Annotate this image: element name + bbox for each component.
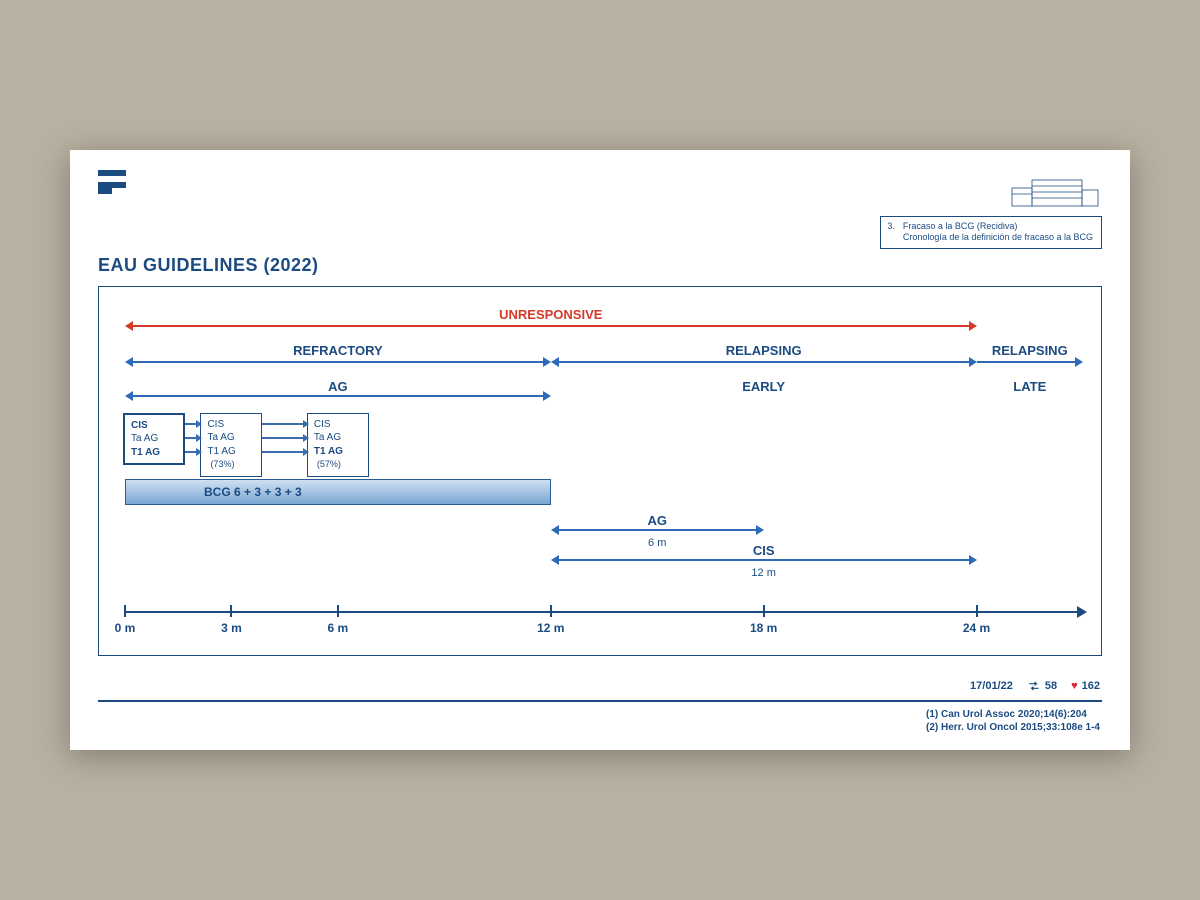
tick-3m: 3 m bbox=[221, 621, 242, 635]
building-sketch-icon bbox=[992, 170, 1102, 210]
retweet-count: 58 bbox=[1027, 680, 1057, 692]
topic-line2: Cronología de la definición de fracaso a… bbox=[903, 232, 1093, 243]
tick-24m: 24 m bbox=[963, 621, 990, 635]
timeline-diagram: UNRESPONSIVEREFRACTORYRELAPSINGEARLYRELA… bbox=[113, 301, 1087, 645]
heart-icon: ♥ bbox=[1071, 680, 1078, 692]
stage-box-3m: CISTa AGT1 AG(73%) bbox=[200, 413, 262, 477]
slide-date: 17/01/22 bbox=[970, 680, 1013, 692]
header-right: 3. Fracaso a la BCG (Recidiva) Cronologí… bbox=[880, 170, 1102, 249]
reference-2: (2) Herr. Urol Oncol 2015;33:108e 1-4 bbox=[926, 721, 1100, 734]
references: (1) Can Urol Assoc 2020;14(6):204 (2) He… bbox=[926, 708, 1100, 734]
like-count: ♥ 162 bbox=[1071, 680, 1100, 692]
footer-meta: 17/01/22 58 ♥ 162 bbox=[970, 680, 1100, 692]
timeline-axis: 0 m3 m6 m12 m18 m24 m bbox=[113, 601, 1087, 625]
tick-0m: 0 m bbox=[115, 621, 136, 635]
retweet-icon bbox=[1027, 680, 1041, 692]
stage-box-6m: CISTa AGT1 AG(57%) bbox=[307, 413, 369, 477]
tick-6m: 6 m bbox=[328, 621, 349, 635]
bcg-bar: BCG 6 + 3 + 3 + 3 bbox=[125, 479, 551, 505]
footer-divider bbox=[98, 700, 1102, 702]
header-row: 3. Fracaso a la BCG (Recidiva) Cronologí… bbox=[98, 170, 1102, 249]
topic-number: 3. bbox=[887, 221, 895, 231]
stage-box-0m: CISTa AGT1 AG bbox=[123, 413, 185, 466]
reference-1: (1) Can Urol Assoc 2020;14(6):204 bbox=[926, 708, 1100, 721]
slide: 3. Fracaso a la BCG (Recidiva) Cronologí… bbox=[70, 150, 1130, 750]
tick-18m: 18 m bbox=[750, 621, 777, 635]
topic-info-box: 3. Fracaso a la BCG (Recidiva) Cronologí… bbox=[880, 216, 1102, 249]
logo bbox=[98, 170, 126, 194]
diagram-frame: UNRESPONSIVEREFRACTORYRELAPSINGEARLYRELA… bbox=[98, 286, 1102, 656]
tick-12m: 12 m bbox=[537, 621, 564, 635]
slide-title: EAU GUIDELINES (2022) bbox=[98, 255, 1102, 276]
topic-line1: Fracaso a la BCG (Recidiva) bbox=[903, 221, 1093, 232]
